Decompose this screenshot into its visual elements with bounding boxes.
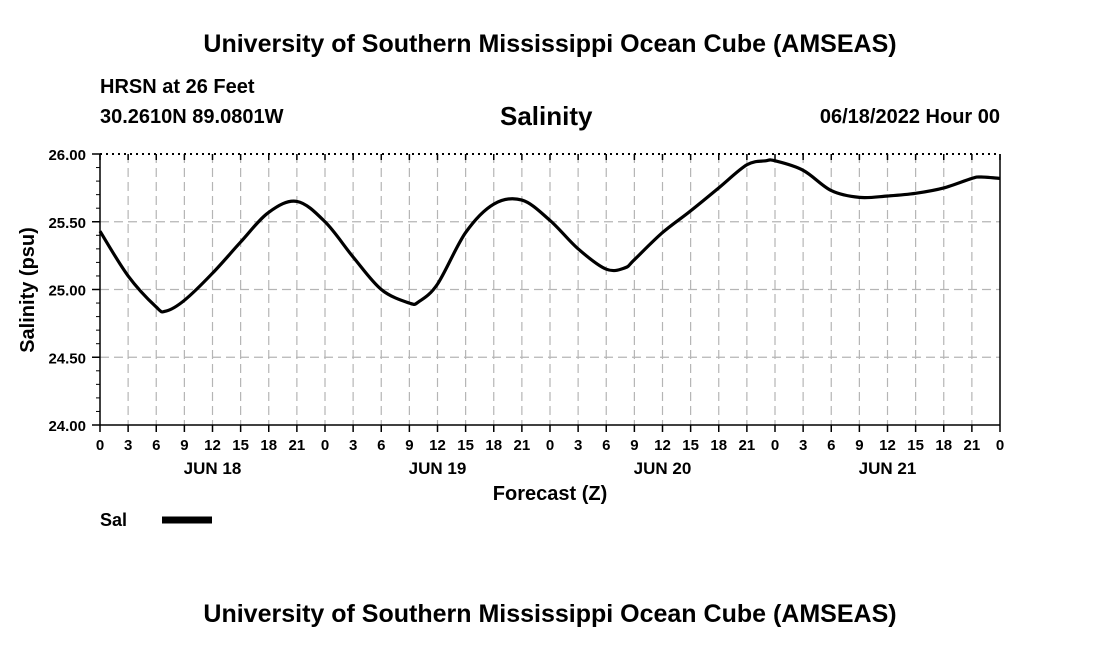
y-tick-label: 26.00 [48, 147, 86, 164]
x-tick-label: 18 [710, 437, 727, 454]
legend-label: Sal [100, 510, 127, 530]
x-tick-label: 6 [377, 437, 385, 454]
chart-title: University of Southern Mississippi Ocean… [203, 30, 897, 58]
x-tick-label: 12 [204, 437, 221, 454]
x-tick-label: 3 [574, 437, 582, 454]
tick-labels: 24.00 24.50 25.00 25.50 26.00 0 3 6 9 12 15 18 21 0 3 6… [48, 147, 1004, 478]
x-day-label: JUN 20 [634, 459, 692, 478]
salinity-series-line [98, 158, 1001, 314]
x-tick-label: 15 [682, 437, 699, 454]
variable-title: Salinity [500, 101, 593, 131]
x-tick-label: 6 [152, 437, 160, 454]
x-tick-label: 6 [602, 437, 610, 454]
footer-title: University of Southern Mississippi Ocean… [203, 600, 897, 628]
x-tick-label: 3 [124, 437, 132, 454]
y-tick-label: 25.00 [48, 283, 86, 300]
x-tick-label: 21 [739, 437, 756, 454]
x-tick-label: 0 [96, 437, 104, 454]
x-tick-label: 15 [457, 437, 474, 454]
x-tick-label: 0 [996, 437, 1004, 454]
series-group [98, 158, 1001, 314]
x-tick-label: 3 [349, 437, 357, 454]
station-label: HRSN at 26 Feet [100, 76, 255, 98]
grid-lines [100, 154, 1000, 425]
x-tick-label: 18 [485, 437, 502, 454]
x-axis-label: Forecast (Z) [493, 483, 607, 505]
y-tick-label: 25.50 [48, 215, 86, 232]
location-coordinates: 30.2610N 89.0801W [100, 106, 284, 128]
x-tick-label: 18 [260, 437, 277, 454]
x-tick-label: 0 [771, 437, 779, 454]
x-tick-label: 21 [964, 437, 981, 454]
x-tick-label: 15 [907, 437, 924, 454]
x-tick-label: 3 [799, 437, 807, 454]
x-tick-label: 15 [232, 437, 249, 454]
x-tick-label: 12 [429, 437, 446, 454]
y-tick-label: 24.00 [48, 418, 86, 435]
x-tick-label: 9 [405, 437, 413, 454]
axes [92, 153, 1001, 432]
x-day-label: JUN 21 [859, 459, 917, 478]
forecast-datetime: 06/18/2022 Hour 00 [819, 106, 1000, 128]
x-day-label: JUN 18 [184, 459, 242, 478]
x-tick-label: 9 [180, 437, 188, 454]
x-tick-label: 18 [935, 437, 952, 454]
x-tick-label: 0 [321, 437, 329, 454]
x-tick-label: 21 [289, 437, 306, 454]
x-tick-label: 12 [654, 437, 671, 454]
x-day-label: JUN 19 [409, 459, 467, 478]
y-axis-label: Salinity (psu) [17, 227, 39, 353]
x-tick-label: 21 [514, 437, 531, 454]
x-tick-label: 0 [546, 437, 554, 454]
x-tick-label: 9 [855, 437, 863, 454]
y-tick-label: 24.50 [48, 350, 86, 367]
x-tick-label: 9 [630, 437, 638, 454]
x-tick-label: 6 [827, 437, 835, 454]
x-tick-label: 12 [879, 437, 896, 454]
